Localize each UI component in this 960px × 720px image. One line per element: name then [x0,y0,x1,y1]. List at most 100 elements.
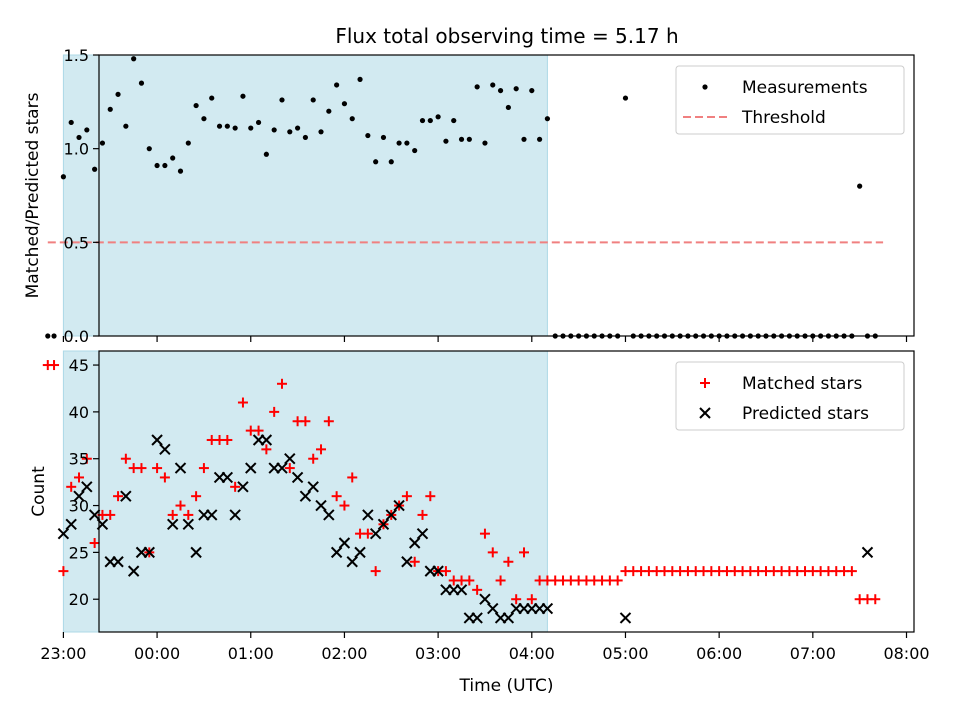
count-panel: 20 25 30 35 40 45 23:00 00:00 01:00 02:00 03:00 04… [29,350,930,696]
measurement-point [146,146,152,152]
measurement-point [76,134,82,141]
measurement-point [302,134,309,141]
legend-box [675,361,905,431]
count-y-axis-label: Count [29,466,49,517]
matched-star-point [120,453,131,464]
time-x-tick-label: 08:00 [883,644,929,663]
matched-star-point [503,556,514,567]
predicted-star-point [346,556,358,568]
measurement-point [318,129,324,135]
predicted-x-b [479,593,491,605]
ratio-y-tick-label: 1.5 [64,46,89,65]
matched-star-point [58,566,69,577]
measurement-point [123,123,129,129]
predicted-x-b [408,537,421,549]
matched-star-point [66,481,77,492]
predicted-x-b [143,546,155,559]
time-x-tick-label: 03:00 [415,644,461,663]
predicted-x-b [362,509,374,521]
predicted-star-point [338,537,351,549]
count-panel-frame [98,350,915,633]
predicted-x-b [190,546,202,559]
matched-star-point [49,360,60,371]
predicted-star-point [221,471,234,484]
predicted-x-b [73,490,85,502]
measurement-point [263,151,269,157]
predicted-x-b [307,481,319,493]
measurement-point [115,91,121,97]
measurement-point [271,127,277,133]
legend-measurement-marker [702,84,708,90]
predicted-star-point [369,527,382,540]
predicted-x-b [65,518,77,530]
predicted-x-b [338,537,351,549]
measurement-point [458,136,465,142]
predicted-star-point [57,527,70,540]
ratio-y-tick-label: 1.0 [64,140,89,159]
matched-star-point [518,547,529,558]
measurement-point [365,132,371,139]
measurement-point [497,87,504,94]
matched-star-point [526,594,537,605]
measurement-point [451,117,457,124]
measurement-point [107,106,113,112]
measurement-point [419,117,426,124]
measurement-point [99,140,106,146]
predicted-x-b [354,546,366,559]
measurement-point [490,82,496,88]
predicted-star-point [299,490,312,502]
matched-star-point [440,566,451,577]
measurement-point [92,166,98,172]
time-x-tick-label: 02:00 [321,644,367,663]
matched-star-point [870,594,881,605]
matched-star-point [237,397,248,408]
measurement-point [201,116,207,122]
predicted-star-point [276,462,288,474]
matched-star-point [74,472,85,483]
count-y-tick-label: 30 [69,497,89,516]
time-x-tick-label: 05:00 [602,644,648,663]
predicted-star-point [619,612,632,624]
measurement-point [466,136,472,142]
matched-star-point [479,528,490,539]
measurement-point [326,108,332,114]
matched-star-point [511,594,522,605]
time-x-tick-label: 01:00 [228,644,274,663]
matched-star-point [362,528,373,539]
predicted-x-b [229,509,241,521]
predicted-star-point [291,471,304,484]
measurement-point [232,125,238,131]
matched-star-point [261,444,272,455]
matched-star-point [269,406,280,417]
predicted-star-point [151,434,163,446]
matched-star-point [472,584,483,595]
measurement-point [536,136,543,142]
predicted-x-b [174,462,187,474]
ratio-legend: Measurements Threshold [675,65,905,135]
measurement-point [240,93,246,99]
count-marks [42,360,881,624]
predicted-x-b [455,584,468,596]
matched-star-point [316,444,327,455]
predicted-star-point [416,527,429,540]
matched-star-point [253,425,264,436]
predicted-star-point [323,509,335,521]
measurement-point [474,84,480,90]
count-y-tick-label: 45 [69,356,89,375]
predicted-x-b [346,556,358,568]
matched-star-point [105,509,116,520]
predicted-x-b [502,612,515,624]
measurement-point [622,95,629,101]
count-y-tick-label: 25 [69,543,89,562]
predicted-star-point [182,518,195,530]
measurement-point [84,127,90,133]
predicted-star-point [73,490,85,502]
predicted-star-point [432,565,444,577]
measurement-point [170,155,176,161]
predicted-x-b [315,499,327,512]
predicted-x-b [88,509,101,521]
matched-star-point [370,566,381,577]
matched-star-point [136,463,147,474]
measurement-point [216,123,223,129]
